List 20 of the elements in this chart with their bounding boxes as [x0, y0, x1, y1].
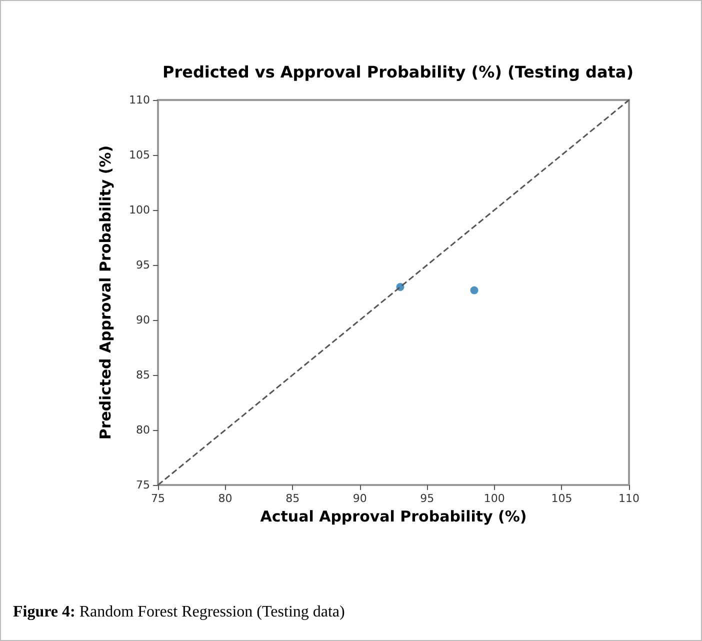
x-tick-label: 80	[218, 492, 232, 505]
x-axis-title: Actual Approval Probability (%)	[260, 507, 527, 526]
x-tick-label: 110	[618, 492, 640, 505]
x-tick-label: 100	[484, 492, 505, 505]
caption: Figure 4: Random Forest Regression (Testing data)	[13, 604, 345, 620]
y-tick-label: 105	[129, 148, 150, 162]
y-tick-label: 80	[136, 424, 150, 436]
x-tick-label: 105	[551, 492, 572, 505]
y-tick-label: 95	[136, 258, 150, 272]
x-tick-label: 95	[420, 492, 434, 505]
y-axis-title: Predicted Approval Probability (%)	[96, 145, 114, 440]
y-tick-label: 85	[136, 368, 150, 382]
x-tick-label: 90	[352, 492, 367, 505]
y-tick-label: 110	[129, 94, 150, 106]
y-tick-label: 75	[136, 478, 150, 492]
x-tick-label: 75	[151, 492, 165, 505]
y-tick-label: 100	[129, 204, 150, 216]
y-tick-label: 90	[136, 314, 150, 326]
x-tick-label: 85	[286, 492, 300, 505]
chart-title: Predicted vs Approval Probability (%) (Testing data)	[162, 62, 634, 82]
